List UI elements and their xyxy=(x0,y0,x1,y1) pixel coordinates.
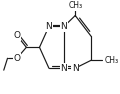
Text: N: N xyxy=(45,22,52,31)
Text: N: N xyxy=(61,64,67,73)
Text: N: N xyxy=(61,22,67,31)
Text: CH₃: CH₃ xyxy=(104,56,119,65)
Text: CH₃: CH₃ xyxy=(68,1,82,10)
Text: O: O xyxy=(13,31,20,40)
Text: N: N xyxy=(72,64,79,73)
Text: O: O xyxy=(13,54,20,63)
